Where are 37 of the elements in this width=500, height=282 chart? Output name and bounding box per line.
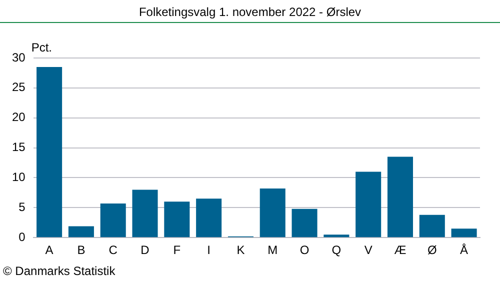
bar — [292, 208, 318, 238]
x-tick-label: V — [364, 243, 372, 258]
y-tick-label: 20 — [12, 110, 26, 124]
bar — [356, 172, 382, 238]
x-tick-label: B — [77, 243, 86, 258]
bar — [324, 234, 350, 238]
bar — [196, 198, 222, 238]
bar — [164, 202, 190, 238]
x-tick-label: O — [300, 243, 310, 258]
y-tick-label: 0 — [18, 230, 26, 244]
x-tick-label: K — [236, 243, 245, 258]
x-tick-label: F — [173, 243, 181, 258]
y-tick-label: 30 — [12, 50, 26, 64]
bar — [387, 156, 413, 238]
x-tick-label: I — [207, 243, 210, 258]
bar — [132, 190, 158, 238]
y-tick-label: 25 — [12, 80, 26, 94]
x-tick-label: Æ — [394, 243, 406, 258]
y-axis-title: Pct. — [31, 40, 52, 54]
bar — [100, 203, 126, 238]
chart-title: Folketingsvalg 1. november 2022 - Ørslev — [138, 5, 362, 19]
x-tick-label: C — [108, 243, 118, 258]
x-tick-label: Q — [332, 243, 342, 258]
x-tick-label: D — [140, 243, 150, 258]
y-tick-label: 5 — [18, 200, 26, 214]
x-tick-label: Ø — [427, 243, 437, 258]
bar — [68, 226, 94, 238]
x-tick-label: A — [45, 243, 54, 258]
bar — [419, 214, 445, 238]
x-tick-label: M — [268, 243, 278, 258]
text: © Danmarks Statistik — [3, 264, 116, 278]
bar — [260, 188, 286, 238]
x-tick-label: Å — [460, 243, 468, 258]
y-tick-label: 15 — [12, 140, 26, 154]
bar — [36, 66, 62, 238]
y-tick-label: 10 — [12, 170, 26, 184]
bar — [451, 228, 477, 238]
